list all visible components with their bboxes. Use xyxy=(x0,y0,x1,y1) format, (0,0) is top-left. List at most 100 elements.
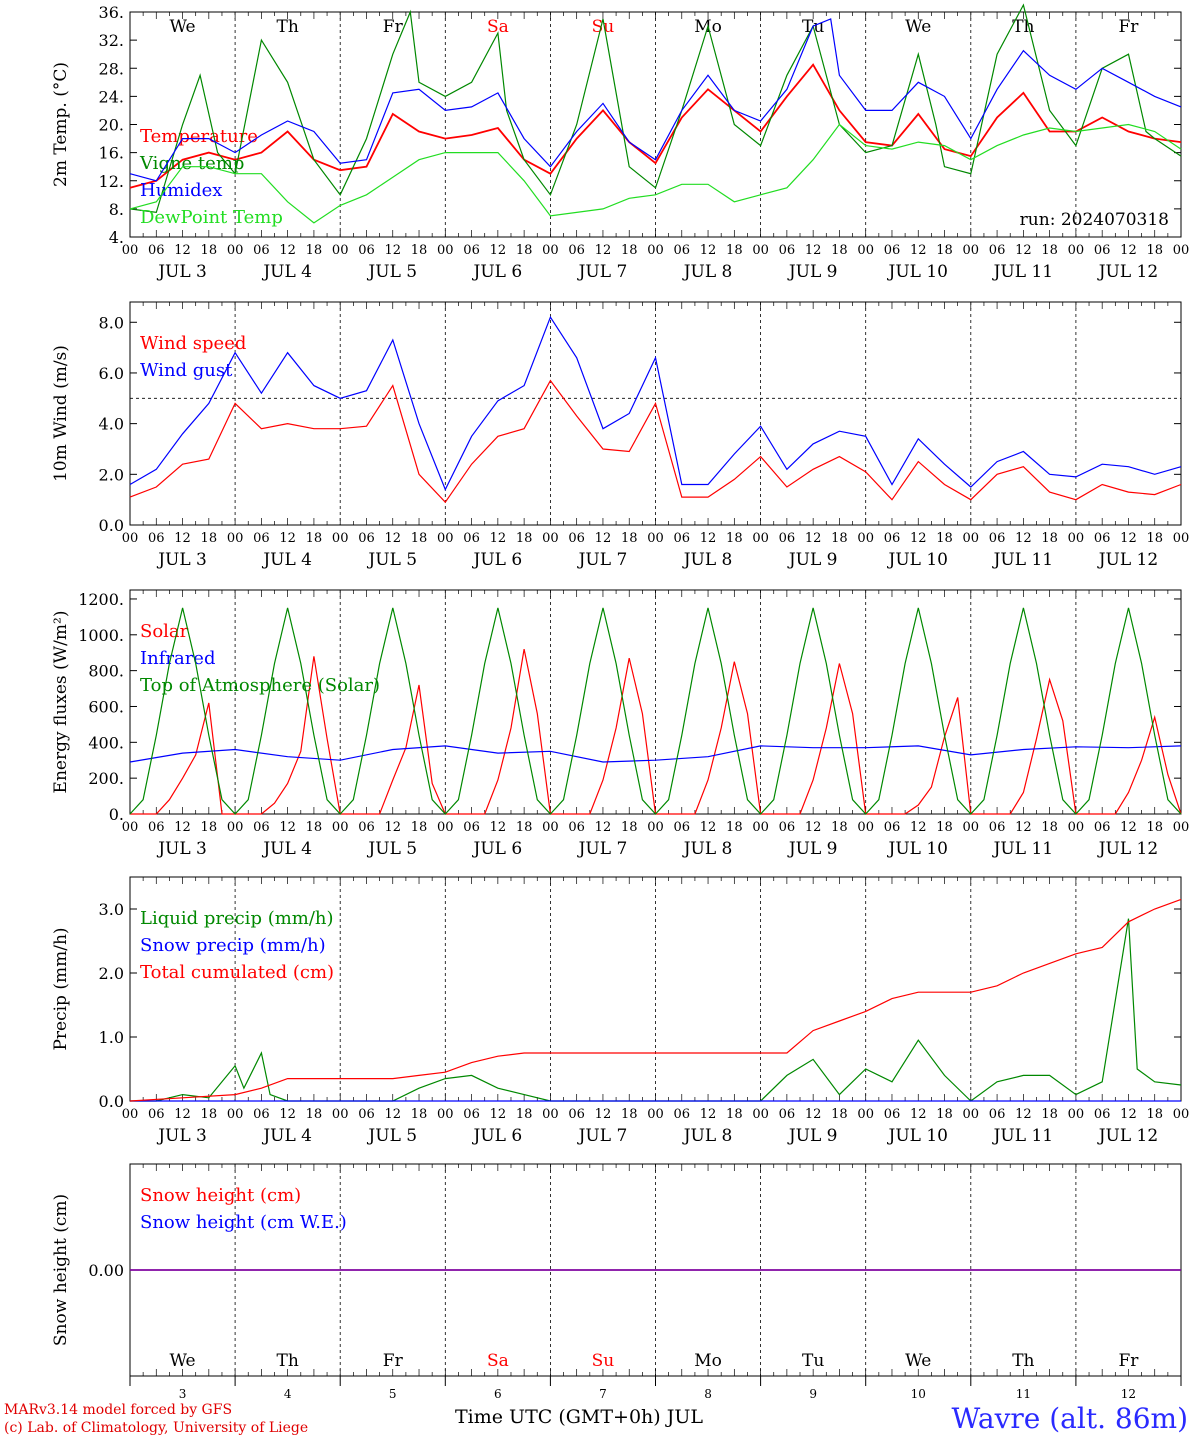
hour-tick-label: 00 xyxy=(122,1107,139,1122)
y-tick-label: 24. xyxy=(99,87,124,106)
hour-tick-label: 12 xyxy=(279,820,296,835)
hour-tick-label: 00 xyxy=(752,531,769,546)
hour-tick-label: 00 xyxy=(857,243,874,258)
hour-tick-label: 12 xyxy=(490,531,507,546)
hour-tick-label: 06 xyxy=(253,820,270,835)
weekday-label: Fr xyxy=(383,1351,404,1371)
hour-tick-label: 06 xyxy=(989,531,1006,546)
hour-tick-label: 00 xyxy=(752,820,769,835)
day-tick-label: JUL 9 xyxy=(787,839,838,859)
hour-tick-label: 12 xyxy=(1120,243,1137,258)
hour-tick-label: 18 xyxy=(1041,531,1058,546)
hour-tick-label: 00 xyxy=(227,243,244,258)
hour-tick-label: 18 xyxy=(831,531,848,546)
hour-tick-label: 12 xyxy=(1015,1107,1032,1122)
hour-tick-label: 00 xyxy=(437,1107,454,1122)
series-line xyxy=(129,63,1182,189)
weekday-label: Th xyxy=(277,1351,299,1371)
day-tick-label: JUL 4 xyxy=(261,550,312,570)
weekday-label: Fr xyxy=(383,17,404,37)
hour-tick-label: 12 xyxy=(910,1107,927,1122)
day-tick-label: JUL 5 xyxy=(366,1126,417,1146)
y-tick-label: 12. xyxy=(99,172,124,191)
legend-entry: Wind gust xyxy=(140,360,233,381)
plot-frame xyxy=(129,11,1182,238)
hour-tick-label: 06 xyxy=(1094,243,1111,258)
day-tick-label: JUL 6 xyxy=(472,550,523,570)
hour-tick-label: 06 xyxy=(779,1107,796,1122)
hour-tick-label: 06 xyxy=(884,820,901,835)
hour-tick-label: 00 xyxy=(227,1107,244,1122)
run-annotation: run: 2024070318 xyxy=(1020,210,1169,230)
hour-tick-label: 12 xyxy=(174,243,191,258)
panel-3: 0. 200. 400. 600. 800. 1000. 1200. Energy fluxe… xyxy=(51,589,1189,859)
hour-tick-label: 00 xyxy=(1068,820,1085,835)
day-tick-label: JUL 9 xyxy=(787,1126,838,1146)
hour-tick-label: 06 xyxy=(674,531,691,546)
hour-tick-label: 18 xyxy=(411,531,428,546)
lab-credit: (c) Lab. of Climatology, University of L… xyxy=(4,1420,309,1436)
y-tick-label: 4.0 xyxy=(99,415,124,434)
y-tick-label: 28. xyxy=(99,59,124,78)
hour-tick-label: 12 xyxy=(490,1107,507,1122)
hour-tick-label: 06 xyxy=(463,820,480,835)
hour-tick-label: 12 xyxy=(700,1107,717,1122)
hour-tick-label: 18 xyxy=(831,243,848,258)
day-tick-label: JUL 11 xyxy=(992,550,1053,570)
series-line xyxy=(129,607,1182,815)
y-axis-title: 2m Temp. (°C) xyxy=(51,62,71,187)
hour-tick-label: 00 xyxy=(332,531,349,546)
hour-tick-label: 00 xyxy=(963,243,980,258)
hour-tick-label: 18 xyxy=(1041,820,1058,835)
hour-tick-label: 06 xyxy=(989,243,1006,258)
day-number-label: 7 xyxy=(599,1387,607,1401)
weekday-label: Mo xyxy=(694,1351,722,1371)
day-tick-label: JUL 10 xyxy=(887,262,948,282)
day-tick-label: JUL 8 xyxy=(682,839,733,859)
day-number-label: 4 xyxy=(284,1387,292,1401)
hour-tick-label: 18 xyxy=(621,531,638,546)
hour-tick-label: 18 xyxy=(936,243,953,258)
day-tick-label: JUL 7 xyxy=(577,262,628,282)
hour-tick-label: 12 xyxy=(174,820,191,835)
day-tick-label: JUL 8 xyxy=(682,550,733,570)
hour-tick-label: 18 xyxy=(1041,243,1058,258)
day-tick-label: JUL 12 xyxy=(1097,262,1158,282)
hour-tick-label: 00 xyxy=(227,820,244,835)
day-tick-label: JUL 12 xyxy=(1097,550,1158,570)
day-tick-label: JUL 3 xyxy=(156,550,207,570)
hour-tick-label: 12 xyxy=(384,820,401,835)
day-tick-label: JUL 11 xyxy=(992,1126,1053,1146)
day-tick-label: JUL 3 xyxy=(156,839,207,859)
hour-tick-label: 06 xyxy=(1094,1107,1111,1122)
day-tick-label: JUL 10 xyxy=(887,1126,948,1146)
hour-tick-label: 00 xyxy=(437,531,454,546)
y-axis-title: 10m Wind (m/s) xyxy=(51,345,71,482)
hour-tick-label: 12 xyxy=(700,820,717,835)
legend-entry: Vigne temp xyxy=(139,153,244,174)
hour-tick-label: 06 xyxy=(148,820,165,835)
panel-5: 0.00 Snow height (cm) We Th Fr Sa Su Mo Tu We Th Fr… xyxy=(51,1163,1182,1401)
weekday-label: Su xyxy=(592,17,615,37)
hour-tick-label: 12 xyxy=(174,1107,191,1122)
series-line xyxy=(129,745,1182,763)
weekday-label: Sa xyxy=(487,17,509,37)
hour-tick-label: 12 xyxy=(805,820,822,835)
hour-tick-label: 18 xyxy=(621,1107,638,1122)
hour-tick-label: 00 xyxy=(1173,531,1190,546)
hour-tick-label: 12 xyxy=(595,531,612,546)
hour-tick-label: 00 xyxy=(542,820,559,835)
hour-tick-label: 00 xyxy=(227,531,244,546)
hour-tick-label: 00 xyxy=(647,243,664,258)
hour-tick-label: 06 xyxy=(779,820,796,835)
hour-tick-label: 06 xyxy=(568,531,585,546)
hour-tick-label: 18 xyxy=(936,820,953,835)
hour-tick-label: 12 xyxy=(700,531,717,546)
hour-tick-label: 06 xyxy=(674,820,691,835)
hour-tick-label: 18 xyxy=(1041,1107,1058,1122)
day-tick-label: JUL 5 xyxy=(366,262,417,282)
hour-tick-label: 06 xyxy=(358,243,375,258)
hour-tick-label: 06 xyxy=(1094,531,1111,546)
series-line xyxy=(129,3,1182,214)
day-number-label: 12 xyxy=(1121,1387,1136,1401)
